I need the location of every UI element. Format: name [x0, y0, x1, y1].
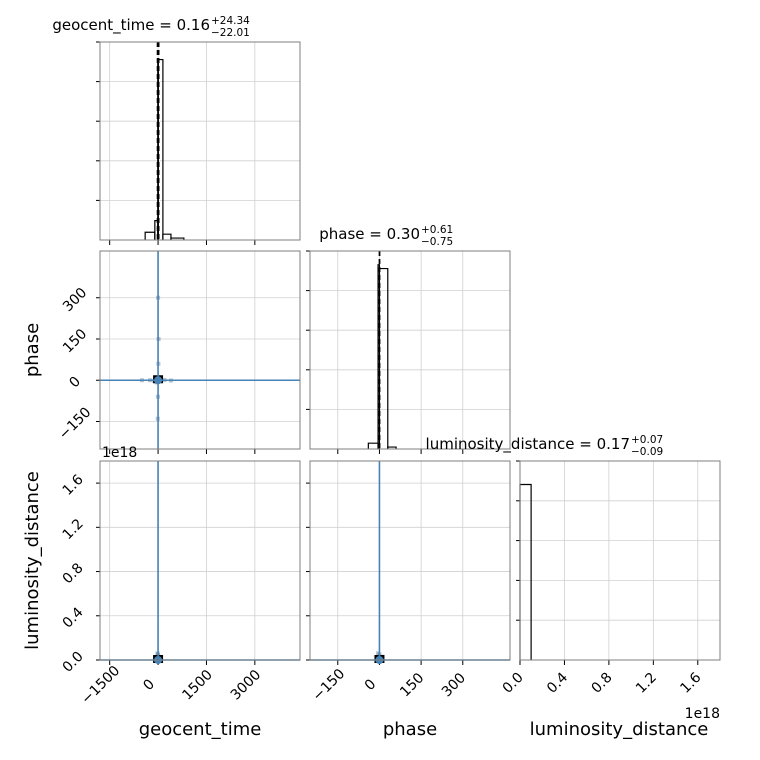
dist-hist-xtick-label-3: 1.2: [633, 670, 660, 697]
gt-hist-title: geocent_time = 0.16: [52, 16, 210, 35]
dist-phase-xtick-label-0: −150: [310, 666, 349, 705]
ylabel-phase: phase: [22, 323, 43, 377]
dist-phase-xtick-label-1: 0: [362, 676, 380, 694]
panel-phase-hist: phase = 0.30 +0.61−0.75: [306, 224, 511, 454]
dist-phase-xtick-label-3: 300: [439, 670, 469, 700]
phase-gt-ytick-label-0: −150: [56, 404, 95, 443]
dist-phase-frame: [309, 460, 511, 661]
phase-gt-frame: [99, 250, 301, 450]
dist-hist-title-lower: −0.09: [631, 446, 663, 458]
xlabel-geocent-time: geocent_time: [139, 719, 262, 740]
dist-gt-ytick-label-1: 0.4: [60, 604, 87, 631]
phase-hist-bin-0: [367, 442, 379, 449]
phase-hist-title-upper: +0.61: [421, 224, 453, 236]
dist-hist-bin-0: [519, 483, 532, 660]
phase-hist-bin-3: [387, 446, 397, 449]
dist-gt-ytick-label-2: 0.8: [60, 560, 87, 587]
phase-hist-bin-2: [378, 267, 389, 449]
phase-hist-frame: [309, 250, 511, 450]
phase-gt-ytick-label-2: 150: [60, 326, 90, 356]
phase-gt-truth-point: [154, 376, 163, 385]
phase-hist-title-lower: −0.75: [421, 236, 453, 248]
dist-hist-xtick-label-1: 0.4: [544, 670, 571, 697]
gt-hist-bin-5: [170, 237, 185, 240]
dist-gt-xtick-label-0: −1500: [78, 663, 123, 708]
y-offset-label: 1e18: [102, 445, 137, 461]
dist-gt-xtick-label-3: 3000: [228, 667, 265, 704]
dist-gt-ytick-label-0: 0.0: [60, 649, 87, 676]
panel-distance-vs-geocent-time: 0.0 0.4 0.8 1.2 1.6 −1500 0 1500 3000 1e18 luminos…: [22, 445, 301, 740]
dist-hist-xtick-label-4: 1.6: [677, 670, 704, 697]
dist-gt-xtick-label-2: 1500: [179, 667, 216, 704]
panel-geocent-time-hist: geocent_time = 0.16 +24.34−22.01: [52, 15, 301, 245]
dist-gt-ytick-label-3: 1.2: [60, 516, 87, 543]
dist-phase-point-2: [376, 651, 381, 656]
dist-hist-xtick-label-2: 0.8: [589, 670, 616, 697]
xlabel-luminosity-distance: luminosity_distance: [530, 719, 709, 740]
gt-hist-title-upper: +24.34: [211, 15, 250, 27]
dist-hist-frame: [519, 460, 721, 661]
gt-hist-title-lower: −22.01: [211, 27, 250, 39]
dist-gt-xtick-label-1: 0: [140, 676, 158, 694]
panel-phase-vs-geocent-time: −150 0 150 300 phase: [22, 250, 301, 454]
phase-gt-ytick-label-1: 0: [66, 374, 84, 392]
xlabel-phase: phase: [383, 719, 437, 740]
dist-hist-title-upper: +0.07: [631, 434, 663, 446]
panel-distance-hist: luminosity_distance = 0.17 +0.07−0.09 0.0 0…: [426, 434, 721, 740]
gt-hist-bin-4: [162, 233, 172, 240]
phase-hist-title: phase = 0.30: [319, 225, 420, 243]
x-offset-label: 1e18: [685, 706, 720, 722]
dist-hist-xtick-label-0: 0.0: [500, 670, 527, 697]
dist-gt-frame: [99, 460, 301, 661]
phase-gt-ytick-label-3: 300: [60, 285, 90, 315]
dist-phase-xtick-label-2: 150: [397, 670, 427, 700]
gt-hist-bin-0: [144, 231, 156, 240]
ylabel-luminosity-distance: luminosity_distance: [22, 471, 43, 650]
gt-hist-frame: [99, 41, 301, 241]
dist-hist-title: luminosity_distance = 0.17: [426, 435, 630, 454]
dist-gt-ytick-label-4: 1.6: [60, 472, 87, 499]
